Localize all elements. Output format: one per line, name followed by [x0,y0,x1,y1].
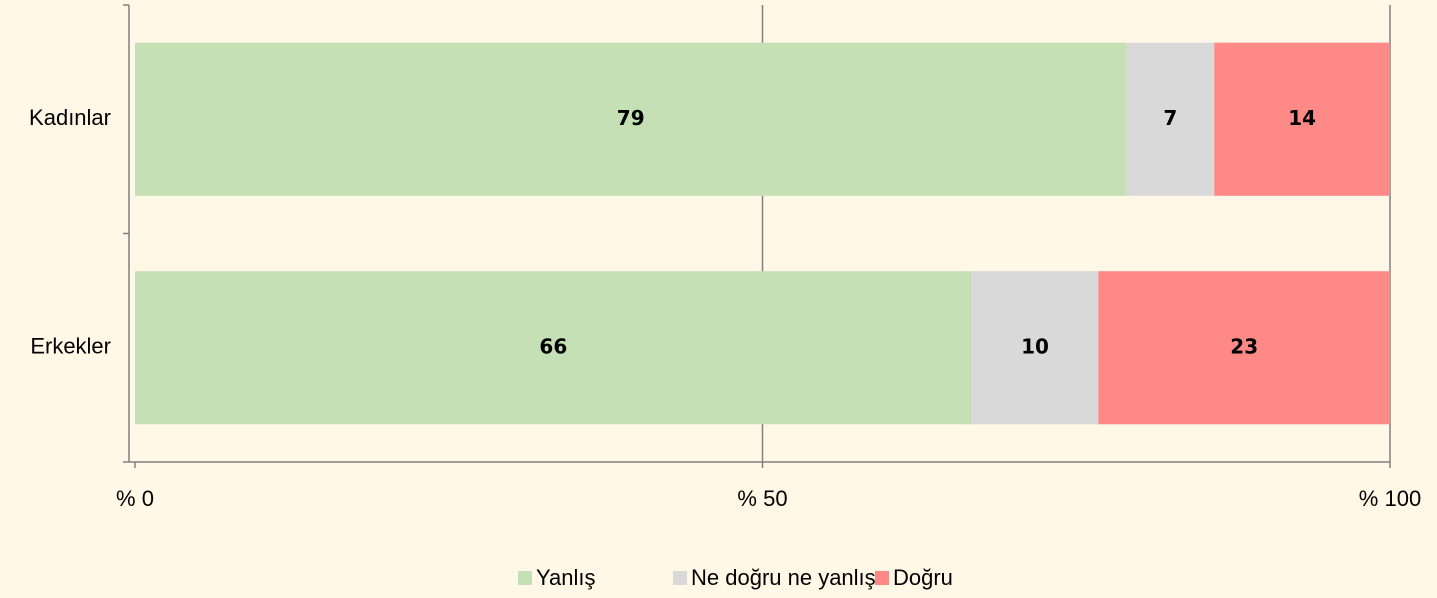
y-tick-label: Erkekler [30,334,111,359]
x-tick-label: % 100 [1359,486,1421,511]
data-label: 14 [1288,106,1316,130]
bar-segment [135,271,972,425]
data-label: 66 [539,334,567,358]
y-tick-label: Kadınlar [29,105,111,130]
legend-swatch [673,571,687,585]
x-tick-label: % 50 [737,486,787,511]
legend-label: Doğru [893,565,953,590]
x-tick-label: % 0 [116,486,154,511]
legend-label: Ne doğru ne yanlış [691,565,876,590]
legend-label: Yanlış [536,565,596,590]
legend-swatch [875,571,889,585]
data-label: 10 [1021,334,1049,358]
bar-segment [1126,42,1215,196]
bar-segment [1098,271,1390,425]
bar-segment [971,271,1099,425]
data-label: 79 [617,106,645,130]
data-label: 23 [1230,334,1258,358]
data-label: 7 [1163,106,1177,130]
bar-segment [1214,42,1390,196]
legend-swatch [518,571,532,585]
bar-segment [135,42,1127,196]
